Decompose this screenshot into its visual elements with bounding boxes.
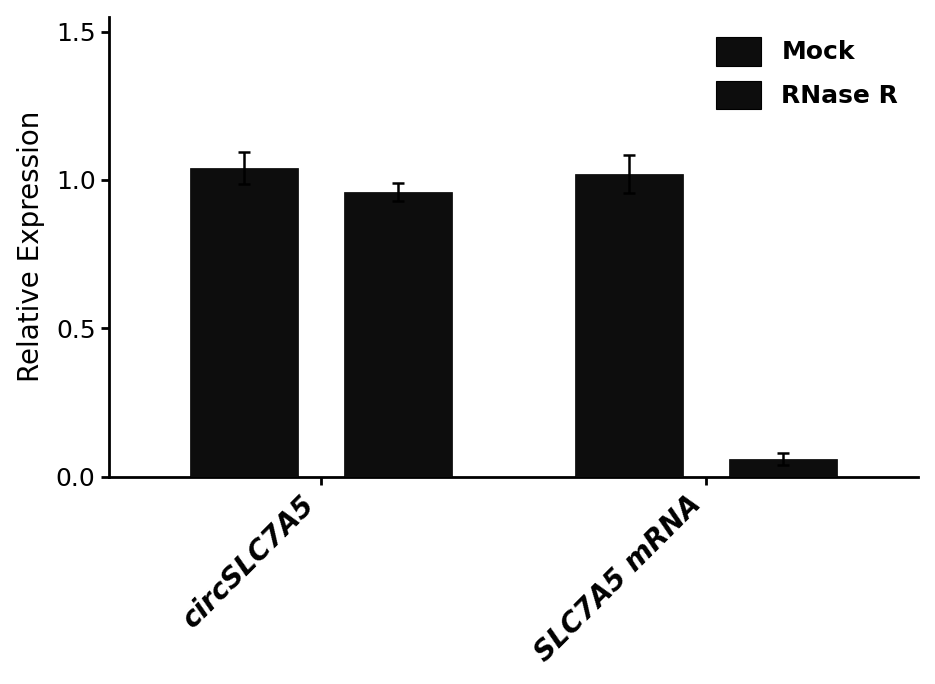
Bar (729, 459, 838, 477)
Bar (190, 168, 297, 477)
Bar (344, 192, 452, 477)
Y-axis label: Relative Expression: Relative Expression (17, 111, 45, 382)
Legend: Mock, RNase R: Mock, RNase R (709, 29, 906, 117)
Bar (575, 174, 683, 477)
